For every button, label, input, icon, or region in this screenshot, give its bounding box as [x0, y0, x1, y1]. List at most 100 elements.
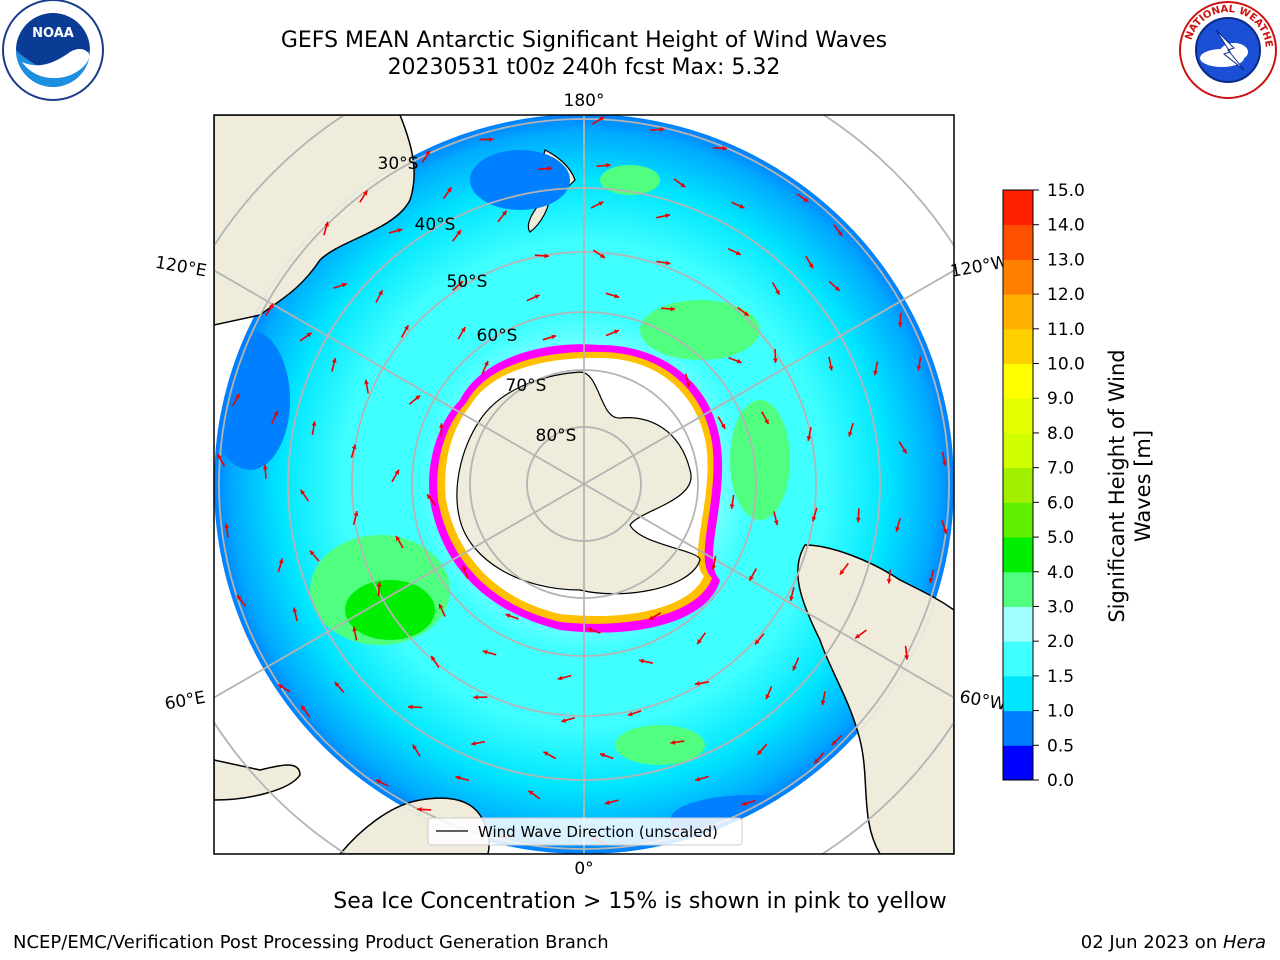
wave-arrow	[848, 422, 854, 437]
colorbar-tick-label: 5.0	[1047, 528, 1074, 548]
wave-arrow-head	[396, 535, 401, 541]
wave-arrow	[792, 657, 800, 671]
land-south-america	[797, 544, 954, 854]
wave-arrow	[323, 221, 329, 236]
wave-arrow-head	[431, 655, 436, 661]
wave-arrow	[331, 357, 337, 372]
footer-credit: NCEP/EMC/Verification Post Processing Pr…	[13, 932, 609, 953]
wave-arrow	[538, 167, 553, 171]
wave-arrow-head	[456, 230, 461, 235]
map-legend: Wind Wave Direction (unscaled)	[427, 817, 743, 846]
wave-arrow-head	[351, 444, 357, 450]
wave-arrow	[717, 416, 726, 430]
colorbar-tick-label: 13.0	[1047, 250, 1085, 270]
wave-arrow	[451, 229, 462, 242]
wave-arrow-head	[262, 464, 268, 470]
wave-arrow-head	[814, 758, 819, 764]
noaa-logo: NOAA	[2, 0, 104, 101]
wave-arrow	[497, 210, 508, 223]
lat-label-40s: 40°S	[415, 215, 456, 235]
wave-arrow-head	[834, 286, 840, 291]
wave-arrow	[731, 201, 745, 209]
wave-arrow-head	[848, 431, 853, 437]
wave-arrow	[542, 334, 557, 341]
wave-arrow-head	[502, 210, 507, 216]
lat-label-80s: 80°S	[536, 426, 577, 446]
colorbar-segment	[1003, 224, 1033, 260]
wave-arrow-head	[792, 665, 797, 671]
wave-arrow-head	[397, 228, 403, 233]
colorbar-tick-label: 1.0	[1047, 702, 1074, 722]
wave-arrow	[438, 603, 446, 617]
wave-arrow	[754, 633, 765, 646]
wave-arrow	[639, 659, 654, 664]
wave-arrow	[526, 294, 540, 302]
wave-arrow-head	[803, 197, 809, 202]
colorbar-segment	[1003, 710, 1033, 746]
wave-arrow-head	[278, 558, 284, 564]
colorbar-tick-label: 10.0	[1047, 355, 1085, 375]
wave-arrow	[813, 752, 825, 764]
wave-arrow	[591, 116, 605, 125]
wave-arrow-head	[561, 718, 567, 723]
wave-arrow-head	[352, 626, 357, 632]
wave-arrow	[656, 260, 671, 265]
wave-arrow	[599, 753, 614, 760]
colorbar-tick-label: 15.0	[1047, 181, 1085, 201]
wave-arrow-head	[394, 469, 399, 475]
colorbar-segment	[1003, 606, 1033, 642]
wave-arrow-head	[224, 523, 230, 529]
wave-arrow	[656, 214, 671, 219]
wave-arrow	[442, 186, 453, 200]
wave-arrow-head	[604, 800, 610, 805]
colorbar-tick-label: 2.0	[1047, 632, 1074, 652]
wave-arrow-head	[331, 358, 337, 363]
wave-arrow-head	[235, 393, 240, 399]
wave-arrow	[300, 705, 311, 718]
wave-arrow	[500, 835, 515, 838]
wave-arrow	[650, 128, 665, 131]
wave-arrow-head	[598, 201, 604, 206]
wave-arrow-head	[415, 395, 421, 400]
wave-arrow	[482, 650, 497, 656]
wave-arrow-head	[659, 127, 665, 132]
wave-arrow	[271, 410, 279, 424]
wave-arrow-head	[614, 329, 619, 335]
wave-arrow-head	[500, 834, 505, 839]
wave-arrow-head	[665, 260, 671, 266]
lat-label-60s: 60°S	[477, 326, 518, 346]
colorbar-tick-label: 11.0	[1047, 320, 1085, 340]
colorbar-segment	[1003, 675, 1033, 712]
wave-arrow-head	[749, 575, 754, 581]
wave-arrow-head	[306, 332, 312, 338]
colorbar-segment	[1003, 190, 1033, 226]
wave-arrow	[833, 224, 844, 237]
wave-arrow	[590, 200, 604, 209]
colorbar-tick-label: 3.0	[1047, 597, 1074, 617]
colorbar-label: Significant Height of Wind Waves [m]	[1105, 349, 1155, 623]
colorbar-segment	[1003, 537, 1033, 573]
wave-arrow-head	[755, 639, 760, 645]
wave-arrow-head	[729, 504, 735, 509]
wave-arrow	[712, 147, 727, 150]
colorbar-tick-label: 6.0	[1047, 493, 1074, 513]
wave-arrow-head	[839, 569, 845, 575]
wave-arrow-head	[806, 436, 812, 441]
colorbar-tick-label: 12.0	[1047, 285, 1085, 305]
wave-arrow	[391, 469, 400, 483]
wave-arrow-head	[789, 596, 794, 601]
wave-arrow	[712, 555, 717, 570]
colorbar-segment	[1003, 745, 1033, 781]
wave-arrow	[333, 282, 348, 289]
wave-arrow-head	[811, 516, 817, 522]
colorbar-segment	[1003, 502, 1033, 538]
wave-arrow	[365, 379, 369, 394]
wave-arrow	[264, 464, 267, 479]
wave-arrow-head	[292, 607, 298, 613]
wave-arrow-head	[820, 700, 826, 706]
wave-arrow	[807, 426, 812, 441]
wave-arrow-head	[895, 526, 900, 532]
noaa-logo-text: NOAA	[32, 26, 74, 41]
wave-arrow-head	[669, 827, 674, 833]
wave-arrow-head	[757, 749, 763, 755]
